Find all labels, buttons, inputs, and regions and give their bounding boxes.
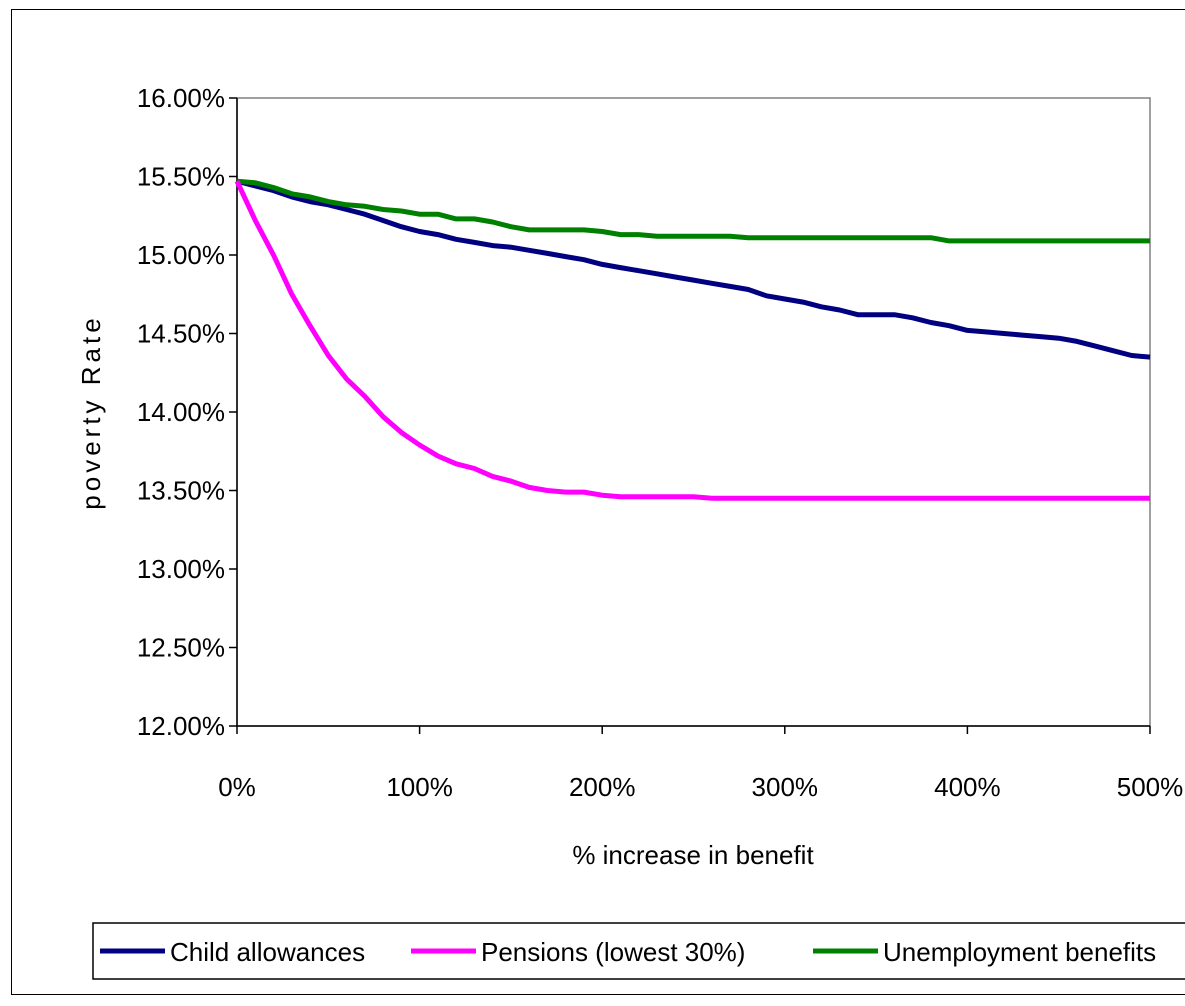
- y-tick-label: 16.00%: [137, 83, 225, 113]
- x-tick-label: 0%: [218, 772, 256, 802]
- legend-label: Child allowances: [170, 937, 365, 967]
- x-axis: 0% 100% 200% 300% 400% 500%: [218, 725, 1184, 802]
- series-line-child-allowances: [236, 178, 1151, 360]
- x-tick-label: 500%: [1117, 772, 1184, 802]
- legend-box: [92, 922, 1185, 980]
- legend-label: Pensions (lowest 30%): [481, 937, 745, 967]
- y-axis-title: poverty Rate: [76, 314, 106, 509]
- x-tick-label: 400%: [934, 772, 1001, 802]
- legend: Child allowances Pensions (lowest 30%) Une…: [100, 937, 1156, 967]
- x-tick-label: 200%: [569, 772, 636, 802]
- series-lines: [234, 178, 1151, 501]
- plot-area: [236, 97, 1151, 727]
- y-axis: 12.00% 12.50% 13.00% 13.50% 14.00% 14.50% 15.0…: [137, 83, 238, 741]
- y-tick-label: 14.50%: [137, 319, 225, 349]
- y-tick-label: 15.50%: [137, 162, 225, 192]
- y-tick-label: 15.00%: [137, 240, 225, 270]
- y-tick-label: 13.00%: [137, 554, 225, 584]
- x-tick-label: 100%: [386, 772, 453, 802]
- x-tick-label: 300%: [752, 772, 819, 802]
- y-tick-label: 14.00%: [137, 397, 225, 427]
- y-tick-label: 12.00%: [137, 711, 225, 741]
- legend-label: Unemployment benefits: [883, 937, 1156, 967]
- y-tick-label: 12.50%: [137, 633, 225, 663]
- y-tick-label: 13.50%: [137, 476, 225, 506]
- series-line-unemployment-benefits: [236, 178, 1150, 244]
- x-axis-title: % increase in benefit: [572, 840, 814, 870]
- series-line-pensions-lowest-30: [234, 180, 1150, 501]
